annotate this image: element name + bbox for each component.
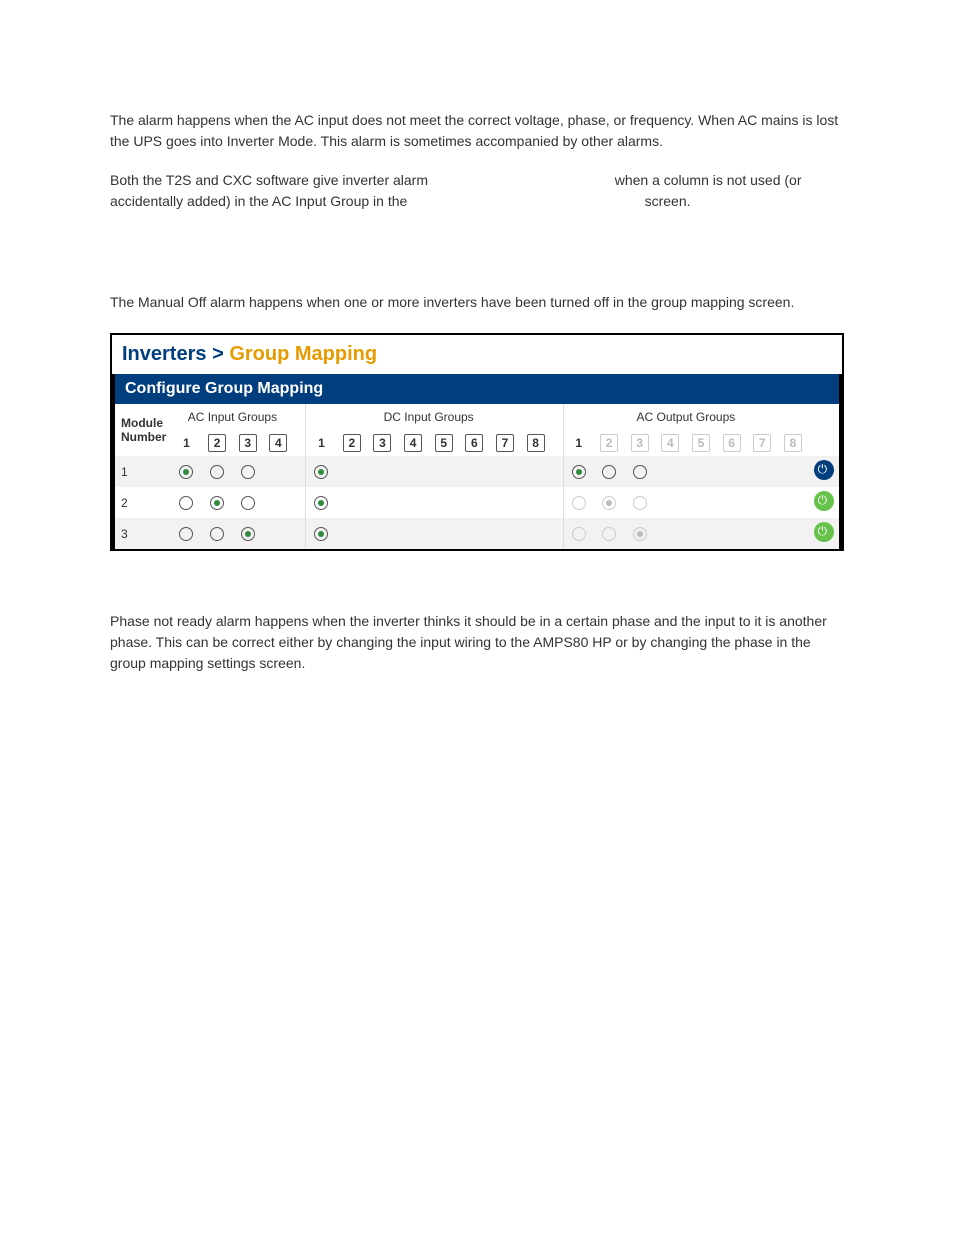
row1-ac-out-radio-3[interactable] (624, 456, 655, 487)
row3-ac-in-radio-2[interactable] (202, 518, 233, 549)
row2-ac-out-radio-2 (594, 487, 625, 518)
row2-ac-out-radio-1 (563, 487, 594, 518)
paragraph-2: Both the T2S and CXC software give inver… (110, 170, 844, 212)
ac-in-col-4[interactable]: 4 (263, 430, 294, 456)
dc-in-col-4[interactable]: 4 (398, 430, 429, 456)
row2-ac-in-radio-2[interactable] (202, 487, 233, 518)
p2-part-c: screen. (645, 193, 691, 209)
ac-in-col-2[interactable]: 2 (202, 430, 233, 456)
ac-input-groups-header: AC Input Groups (171, 404, 294, 430)
ac-in-col-3[interactable]: 3 (232, 430, 263, 456)
dc-in-col-5[interactable]: 5 (428, 430, 459, 456)
group-mapping-screenshot: Inverters > Group Mapping Configure Grou… (110, 333, 844, 551)
dc-in-col-7[interactable]: 7 (490, 430, 521, 456)
breadcrumb-inverters[interactable]: Inverters (122, 343, 207, 365)
row3-ac-out-radio-2 (594, 518, 625, 549)
ac-out-col-5[interactable]: 5 (686, 430, 717, 456)
ac-out-col-7[interactable]: 7 (747, 430, 778, 456)
power-icon (814, 491, 834, 511)
row1-ac-in-radio-1[interactable] (171, 456, 202, 487)
row1-ac-out-radio-1[interactable] (563, 456, 594, 487)
ac-out-col-6[interactable]: 6 (716, 430, 747, 456)
module-number: 3 (115, 518, 171, 549)
row3-dc-in-radio-1[interactable] (306, 518, 337, 549)
row1-ac-out-radio-2[interactable] (594, 456, 625, 487)
breadcrumb: Inverters > Group Mapping (112, 335, 842, 374)
dc-in-col-2[interactable]: 2 (337, 430, 368, 456)
dc-in-col-8[interactable]: 8 (520, 430, 551, 456)
power-icon (814, 522, 834, 542)
ac-out-col-4[interactable]: 4 (655, 430, 686, 456)
ac-out-col-3[interactable]: 3 (624, 430, 655, 456)
dc-in-col-3[interactable]: 3 (367, 430, 398, 456)
module-number: 1 (115, 456, 171, 487)
power-button-row-2[interactable] (808, 487, 839, 518)
paragraph-3: The Manual Off alarm happens when one or… (110, 292, 844, 313)
row1-ac-in-radio-2[interactable] (202, 456, 233, 487)
row3-ac-out-radio-1 (563, 518, 594, 549)
paragraph-1: The alarm happens when the AC input does… (110, 110, 844, 152)
row3-ac-out-radio-3 (624, 518, 655, 549)
dc-input-groups-header: DC Input Groups (306, 404, 551, 430)
module-number-header: ModuleNumber (115, 404, 171, 456)
panel-title: Configure Group Mapping (112, 374, 842, 404)
ac-output-groups-header: AC Output Groups (563, 404, 808, 430)
row2-ac-in-radio-1[interactable] (171, 487, 202, 518)
row3-ac-in-radio-3[interactable] (232, 518, 263, 549)
ac-out-col-1[interactable]: 1 (563, 430, 594, 456)
ac-out-col-2[interactable]: 2 (594, 430, 625, 456)
breadcrumb-group-mapping: Group Mapping (229, 343, 377, 365)
dc-in-col-6[interactable]: 6 (459, 430, 490, 456)
group-mapping-table: ModuleNumberAC Input Groups DC Input Grou… (112, 404, 842, 549)
power-button-row-3[interactable] (808, 518, 839, 549)
dc-in-col-1[interactable]: 1 (306, 430, 337, 456)
row2-ac-out-radio-3 (624, 487, 655, 518)
row2-dc-in-radio-1[interactable] (306, 487, 337, 518)
ac-out-col-8[interactable]: 8 (778, 430, 809, 456)
paragraph-4: Phase not ready alarm happens when the i… (110, 611, 844, 674)
breadcrumb-separator: > (212, 343, 224, 365)
power-icon (814, 460, 834, 480)
row1-ac-in-radio-3[interactable] (232, 456, 263, 487)
module-number: 2 (115, 487, 171, 518)
row2-ac-in-radio-3[interactable] (232, 487, 263, 518)
ac-in-col-1[interactable]: 1 (171, 430, 202, 456)
row3-ac-in-radio-1[interactable] (171, 518, 202, 549)
p2-part-a: Both the T2S and CXC software give inver… (110, 172, 428, 188)
power-button-row-1[interactable] (808, 456, 839, 487)
row1-dc-in-radio-1[interactable] (306, 456, 337, 487)
